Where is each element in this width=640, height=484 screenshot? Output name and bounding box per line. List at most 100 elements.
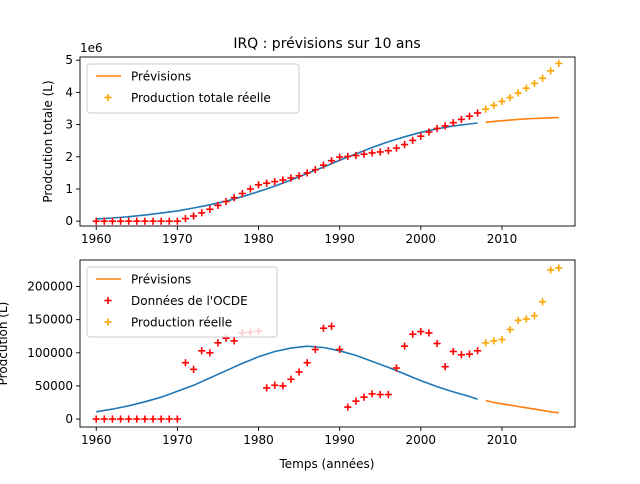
data-point <box>449 119 457 127</box>
data-point <box>149 415 157 423</box>
data-point <box>287 375 295 383</box>
data-point <box>108 217 117 225</box>
data-point <box>303 359 311 367</box>
data-point <box>133 217 141 225</box>
legend-label: Production totale réelle <box>131 91 271 105</box>
data-point <box>490 337 498 345</box>
data-point <box>271 381 279 389</box>
x-tick-label: 2000 <box>406 232 437 246</box>
axes-frame <box>79 259 576 428</box>
legend-label: Prévisions <box>131 273 191 287</box>
x-tick-label: 2000 <box>406 433 437 447</box>
data-point <box>238 189 246 198</box>
legend-box <box>86 63 300 114</box>
data-point <box>441 122 449 130</box>
data-point <box>214 339 222 347</box>
data-point <box>538 74 547 82</box>
data-point <box>190 212 198 220</box>
data-point <box>230 337 238 345</box>
data-point <box>303 169 311 177</box>
data-point <box>165 415 173 423</box>
y-tick-label: 3 <box>65 118 73 132</box>
y-tick-label: 2 <box>65 150 73 164</box>
series-line-0 <box>96 345 478 413</box>
data-point <box>547 266 555 274</box>
data-point <box>360 393 368 401</box>
x-tick-label: 1970 <box>162 232 193 246</box>
legend: Prévisions Production totale réelle <box>86 63 300 114</box>
data-point <box>514 316 522 324</box>
data-point <box>271 177 279 186</box>
data-point <box>319 324 328 332</box>
x-tick-label: 1960 <box>81 232 112 246</box>
x-tick-label: 2010 <box>487 232 518 246</box>
data-point <box>125 217 133 225</box>
y-tick-label: 5 <box>65 53 73 67</box>
data-point <box>352 397 360 405</box>
data-point <box>206 349 214 357</box>
legend: Prévisions Données de l'OCDE Production ré… <box>86 266 278 338</box>
data-point <box>555 264 563 272</box>
data-point <box>125 415 133 423</box>
x-tick-label: 2010 <box>487 433 518 447</box>
data-point <box>108 415 117 423</box>
legend-label: Production réelle <box>131 316 232 330</box>
data-point <box>514 89 522 97</box>
data-point <box>384 390 392 399</box>
x-tick-label: 1990 <box>324 232 355 246</box>
data-point <box>287 174 295 182</box>
x-tick-label: 1980 <box>243 433 274 447</box>
y-axis-label: Prodcution (L) <box>0 302 10 386</box>
data-point <box>498 97 506 106</box>
data-point <box>465 350 474 358</box>
data-point <box>344 403 352 411</box>
data-point <box>449 347 457 356</box>
data-point <box>555 59 563 68</box>
y-tick-label: 0 <box>65 214 73 228</box>
data-point <box>457 351 465 359</box>
data-point <box>368 149 376 157</box>
y-axis-label: Prodcution totale (L) <box>41 80 55 202</box>
data-point <box>279 382 287 390</box>
data-point <box>433 124 441 133</box>
data-point <box>246 185 255 193</box>
x-tick-label: 1980 <box>243 232 274 246</box>
y-tick-label: 50000 <box>35 379 73 393</box>
data-point <box>409 136 417 144</box>
data-point <box>263 179 271 187</box>
data-point <box>141 415 149 423</box>
data-point <box>433 339 441 348</box>
data-point <box>327 157 336 165</box>
y-tick-label: 200000 <box>27 280 73 294</box>
data-point <box>400 342 409 350</box>
data-point <box>336 345 344 354</box>
data-point <box>198 347 206 355</box>
data-point <box>311 345 319 354</box>
legend-label: Données de l'OCDE <box>131 294 248 308</box>
data-point <box>441 363 449 371</box>
data-point <box>474 109 482 117</box>
data-point <box>92 217 100 225</box>
data-point <box>417 327 425 336</box>
data-point <box>392 364 401 372</box>
data-point <box>409 330 417 338</box>
data-point <box>295 368 303 376</box>
data-point <box>327 322 336 330</box>
data-point <box>295 172 303 180</box>
data-point <box>506 325 514 334</box>
data-point <box>254 181 263 189</box>
data-point <box>92 415 100 423</box>
data-point <box>279 176 287 184</box>
data-point <box>157 217 165 225</box>
data-point <box>165 217 173 225</box>
data-point <box>141 217 149 225</box>
data-point <box>465 112 474 120</box>
data-point <box>368 390 376 398</box>
data-point <box>352 151 360 160</box>
data-point <box>133 415 141 423</box>
data-point <box>206 205 214 213</box>
data-point <box>222 197 230 206</box>
y-tick-label: 100000 <box>27 346 73 360</box>
